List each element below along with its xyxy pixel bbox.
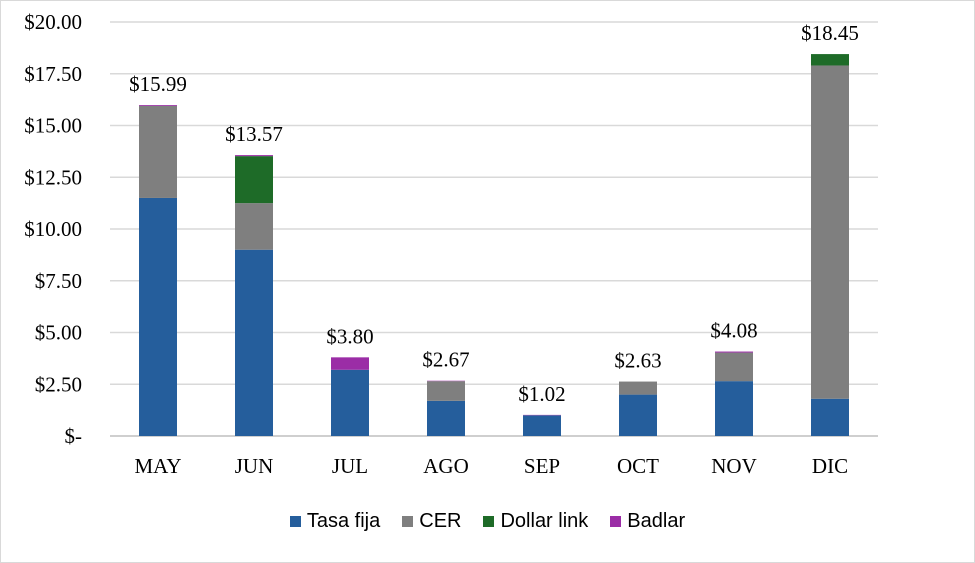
total-label: $2.67	[422, 348, 469, 372]
x-tick-label: SEP	[524, 454, 560, 478]
bar-segment	[811, 398, 849, 436]
y-tick-label: $20.00	[24, 10, 82, 34]
bar-segment	[619, 394, 657, 436]
bar-segment	[235, 155, 273, 157]
y-tick-label: $12.50	[24, 165, 82, 189]
y-tick-label: $2.50	[35, 372, 82, 396]
y-tick-label: $-	[65, 424, 83, 448]
total-label: $15.99	[129, 72, 187, 96]
bar-segment	[523, 415, 561, 436]
y-tick-label: $10.00	[24, 217, 82, 241]
x-tick-label: AGO	[423, 454, 469, 478]
x-tick-label: JUN	[235, 454, 274, 478]
x-axis-labels: MAY JUN JUL AGO SEP OCT NOV DIC	[134, 454, 848, 478]
gridlines	[110, 21, 878, 437]
bar-segment	[139, 105, 177, 198]
legend-item: CER	[402, 510, 461, 533]
bar-segment	[811, 65, 849, 399]
legend-item: Dollar link	[483, 510, 588, 533]
legend-item: Tasa fija	[289, 510, 381, 533]
total-label: $1.02	[518, 382, 565, 406]
bar-segment	[235, 249, 273, 436]
legend-label: Tasa fija	[306, 510, 381, 532]
bar-segment	[715, 352, 753, 382]
total-label: $18.45	[801, 21, 859, 45]
y-tick-label: $15.00	[24, 114, 82, 138]
x-tick-label: DIC	[812, 454, 848, 478]
bar-segment	[427, 400, 465, 436]
legend-swatch	[289, 516, 301, 527]
total-label: $13.57	[225, 122, 283, 146]
bar-segment	[235, 203, 273, 250]
bar-segment	[235, 156, 273, 204]
legend-label: Dollar link	[500, 510, 589, 532]
y-axis-labels: $- $2.50 $5.00 $7.50 $10.00 $12.50 $15.00 $17.5…	[24, 10, 82, 448]
x-tick-label: OCT	[617, 454, 659, 478]
bar-segment	[139, 197, 177, 436]
x-tick-label: JUL	[332, 454, 368, 478]
bar-segment	[715, 351, 753, 353]
legend: Tasa fija CER Dollar link Badlar	[0, 510, 975, 533]
y-tick-label: $5.00	[35, 321, 82, 345]
bar-segment	[331, 369, 369, 436]
y-tick-label: $7.50	[35, 269, 82, 293]
bar-segment	[715, 381, 753, 436]
bars	[139, 54, 849, 436]
legend-swatch	[483, 516, 495, 527]
bar-segment	[331, 357, 369, 370]
legend-swatch	[402, 516, 414, 527]
legend-swatch	[610, 516, 622, 527]
legend-label: CER	[419, 510, 462, 532]
x-tick-label: MAY	[134, 454, 181, 478]
bar-segment	[427, 381, 465, 401]
legend-label: Badlar	[627, 510, 686, 532]
bar-segment	[619, 381, 657, 395]
y-tick-label: $17.50	[24, 62, 82, 86]
bar-segment	[139, 105, 177, 106]
x-tick-label: NOV	[711, 454, 757, 478]
total-labels: $15.99 $13.57 $3.80 $2.67 $1.02 $2.63 $4.08 $18…	[129, 21, 859, 406]
bar-segment	[811, 54, 849, 66]
legend-item: Badlar	[610, 510, 685, 533]
total-label: $4.08	[710, 319, 757, 343]
total-label: $3.80	[326, 324, 373, 348]
total-label: $2.63	[614, 349, 661, 373]
stacked-bar-chart: $- $2.50 $5.00 $7.50 $10.00 $12.50 $15.00 $17.5…	[24, 10, 878, 478]
